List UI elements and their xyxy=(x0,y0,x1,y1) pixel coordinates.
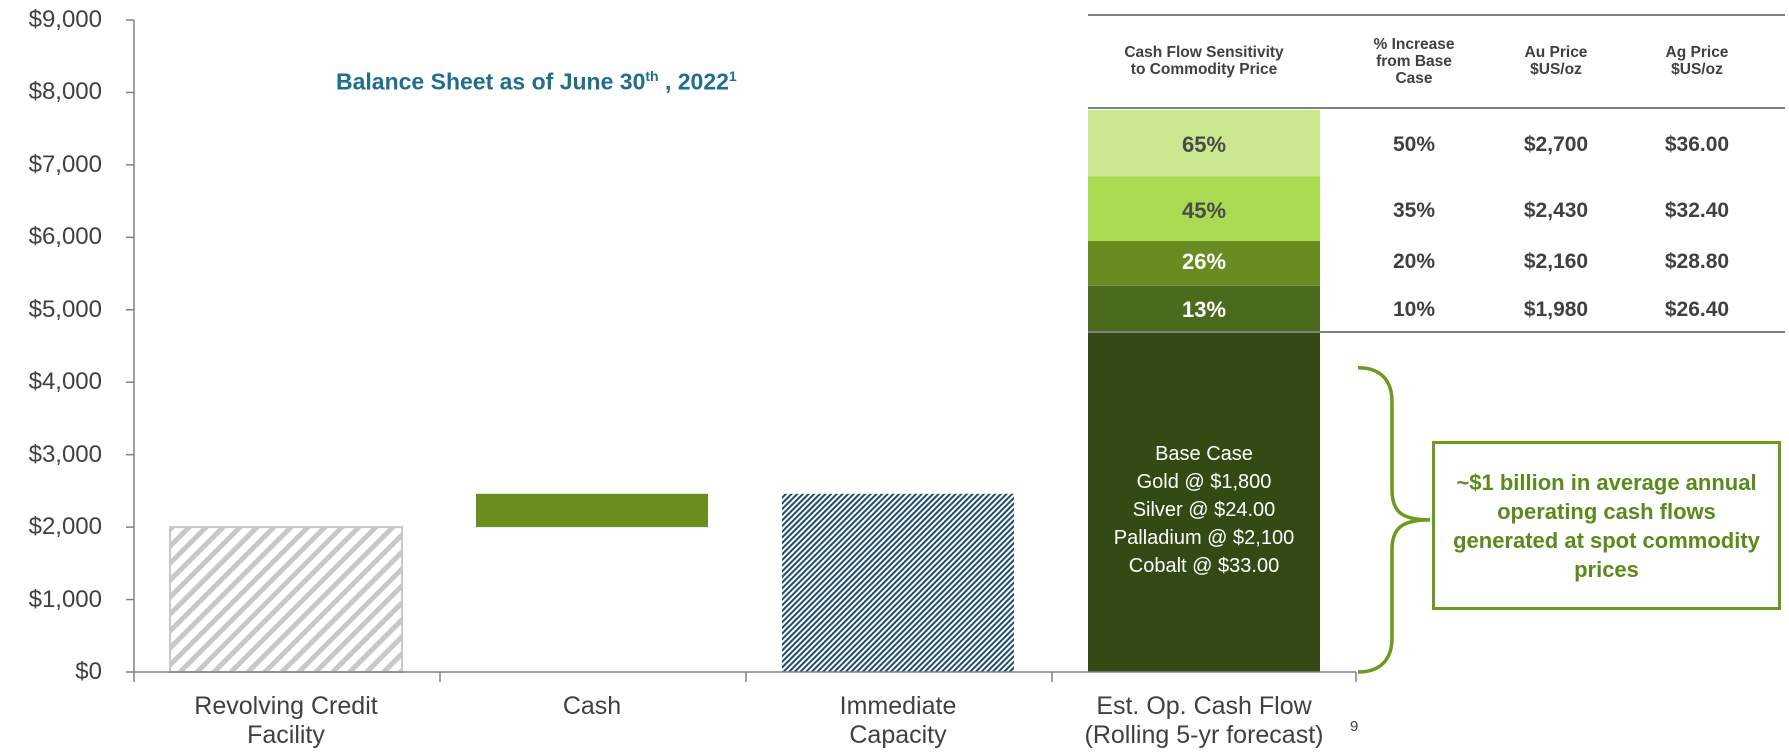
base-case-line: Palladium @ $2,100 xyxy=(1113,527,1295,549)
table-cell-increase: 20% xyxy=(1392,249,1436,273)
table-cell-ag: $26.40 xyxy=(1664,297,1730,321)
table-cell-au: $2,160 xyxy=(1523,249,1589,273)
x-category-line: Immediate xyxy=(839,692,957,720)
page-number: 9 xyxy=(1350,718,1359,735)
x-category-label: Immediate Capacity xyxy=(728,692,1068,750)
table-cell-increase: 10% xyxy=(1392,297,1436,321)
x-category-label: Cash xyxy=(422,692,762,721)
y-tick-label: $8,000 xyxy=(28,78,102,106)
table-header-line: Case xyxy=(1395,69,1433,87)
table-cell-increase: 35% xyxy=(1392,198,1436,222)
x-category-line: Est. Op. Cash Flow xyxy=(1096,692,1312,720)
table-header-line: Au Price xyxy=(1524,44,1588,61)
x-category-line: Cash xyxy=(562,692,622,720)
x-category-line: Capacity xyxy=(849,721,947,749)
table-cell-ag: $36.00 xyxy=(1664,133,1730,157)
stack-segment-2 xyxy=(1088,176,1320,241)
y-tick-label: $7,000 xyxy=(28,150,102,178)
y-tick-label: $9,000 xyxy=(28,6,102,33)
base-case-line: Base Case xyxy=(1155,443,1253,465)
base-case-line: Silver @ $24.00 xyxy=(1132,499,1276,521)
bar-1 xyxy=(476,493,708,528)
table-header: Ag Price $US/oz xyxy=(1632,44,1762,78)
table-header-line: % Increase xyxy=(1373,35,1455,53)
y-tick-label: $2,000 xyxy=(28,513,102,541)
table-header: Au Price $US/oz xyxy=(1491,44,1621,78)
table-header-line: $US/oz xyxy=(1530,61,1582,78)
table-cell-au: $2,700 xyxy=(1523,133,1589,157)
table-header: % Increase from Base Case xyxy=(1339,36,1489,87)
base-case-label: Base Case Gold @ $1,800 Silver @ $24.00 Pal… xyxy=(1088,440,1320,580)
table-header-line: from Base xyxy=(1376,52,1452,70)
y-tick-label: $3,000 xyxy=(28,440,102,468)
table-header: Cash Flow Sensitivity to Commodity Price xyxy=(1088,44,1320,78)
callout-text: ~$1 billion in average annual operating … xyxy=(1453,469,1760,582)
table-cell-au: $2,430 xyxy=(1523,198,1589,222)
table-header-line: Cash Flow Sensitivity xyxy=(1124,44,1284,61)
callout-box: ~$1 billion in average annual operating … xyxy=(1432,441,1781,610)
sensitivity-label: 13% xyxy=(1181,296,1227,322)
x-category-label: Est. Op. Cash Flow (Rolling 5-yr forecast… xyxy=(1034,692,1374,750)
sensitivity-label: 65% xyxy=(1181,132,1227,158)
y-tick-label: $0 xyxy=(75,658,102,685)
x-category-label: Revolving Credit Facility xyxy=(116,692,456,750)
stack-segment-0 xyxy=(1088,285,1320,332)
table-header-line: to Commodity Price xyxy=(1130,61,1278,78)
table-cell-increase: 50% xyxy=(1392,133,1436,157)
x-category-line: Facility xyxy=(247,721,325,749)
sensitivity-label: 26% xyxy=(1181,248,1227,274)
x-category-line: (Rolling 5-yr forecast) xyxy=(1084,721,1324,749)
sensitivity-label: 45% xyxy=(1181,197,1227,223)
y-tick-label: $4,000 xyxy=(28,368,102,396)
table-header-line: $US/oz xyxy=(1671,61,1723,78)
bar-2 xyxy=(782,493,1014,672)
y-tick-label: $1,000 xyxy=(28,585,102,613)
table-cell-au: $1,980 xyxy=(1523,297,1589,321)
table-cell-ag: $32.40 xyxy=(1664,198,1730,222)
curly-brace xyxy=(1357,365,1431,674)
chart-title: Balance Sheet as of June 30th , 20221 xyxy=(336,68,737,95)
y-tick-label: $5,000 xyxy=(28,295,102,323)
y-tick-label: $6,000 xyxy=(28,223,102,251)
bar-3 xyxy=(1088,331,1320,672)
x-category-line: Revolving Credit xyxy=(194,692,378,720)
stack-segment-3 xyxy=(1088,109,1320,177)
base-case-line: Cobalt @ $33.00 xyxy=(1128,555,1280,577)
table-header-line: Ag Price xyxy=(1665,44,1729,61)
stack-segment-1 xyxy=(1088,240,1320,286)
bar-0 xyxy=(169,526,403,673)
table-cell-ag: $28.80 xyxy=(1664,249,1730,273)
base-case-line: Gold @ $1,800 xyxy=(1136,471,1272,493)
